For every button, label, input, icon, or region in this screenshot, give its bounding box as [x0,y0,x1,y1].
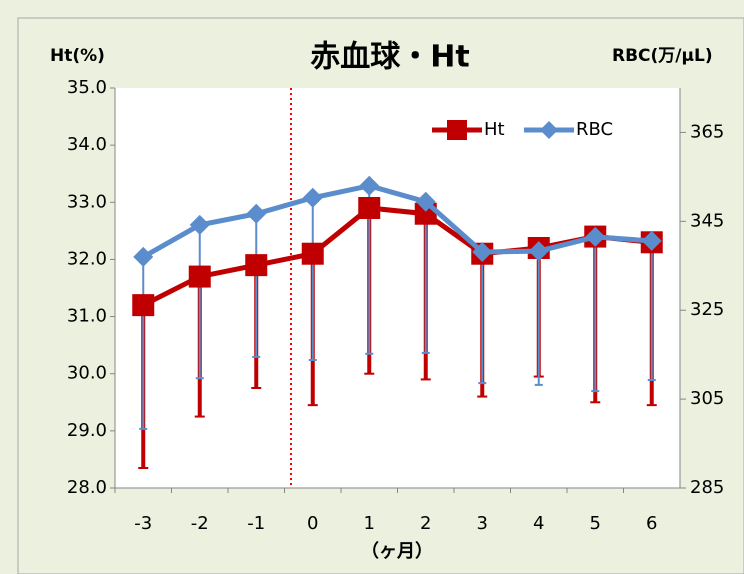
legend-marker [447,120,467,140]
x-axis-label: （ヶ月） [361,541,433,562]
y2-tick-label: 285 [690,477,724,498]
y2-tick-label: 365 [690,121,724,142]
data-point [472,242,493,262]
x-tick-label: -3 [134,513,152,534]
data-point [188,265,211,288]
y2-tick-label: 305 [690,388,724,409]
legend-marker [540,121,558,139]
y2-tick-label: 325 [690,299,724,320]
y-tick-label: 29.0 [67,420,107,441]
y-tick-label: 31.0 [67,306,107,327]
x-tick-label: -2 [191,513,209,534]
y2-tick-label: 345 [690,210,724,231]
series-line [142,183,652,260]
y-tick-label: 33.0 [67,191,107,212]
data-point [133,246,154,267]
x-tick-label: 3 [477,513,488,534]
x-tick-label: 5 [590,513,601,534]
y-tick-label: 35.0 [67,77,107,98]
data-point [585,226,606,247]
data-point [245,254,268,277]
legend-label: RBC [576,119,613,140]
x-tick-label: 2 [420,513,431,534]
data-point [302,187,323,208]
x-tick-label: 1 [364,513,375,534]
plot-area [115,88,680,488]
x-tick-label: 0 [307,513,318,534]
x-tick-label: 4 [533,513,544,534]
y2-axis-label: RBC(万/μL) [612,46,713,66]
y-tick-label: 30.0 [67,363,107,384]
data-point [132,294,155,317]
y-tick-label: 34.0 [67,134,107,155]
data-point [528,241,549,262]
x-tick-label: -1 [247,513,265,534]
data-point [301,242,324,265]
y-tick-label: 28.0 [67,477,107,498]
chart-border [17,17,744,574]
data-point [189,214,210,235]
data-point [359,175,380,196]
y-tick-label: 32.0 [67,248,107,269]
chart-title: 赤血球・Ht [310,40,469,75]
legend-label: Ht [484,119,505,140]
data-point [246,203,267,224]
y-axis-label: Ht(%) [50,46,105,66]
data-point [358,197,381,219]
x-tick-label: 6 [646,513,657,534]
data-point [641,230,662,251]
data-point [415,191,436,212]
